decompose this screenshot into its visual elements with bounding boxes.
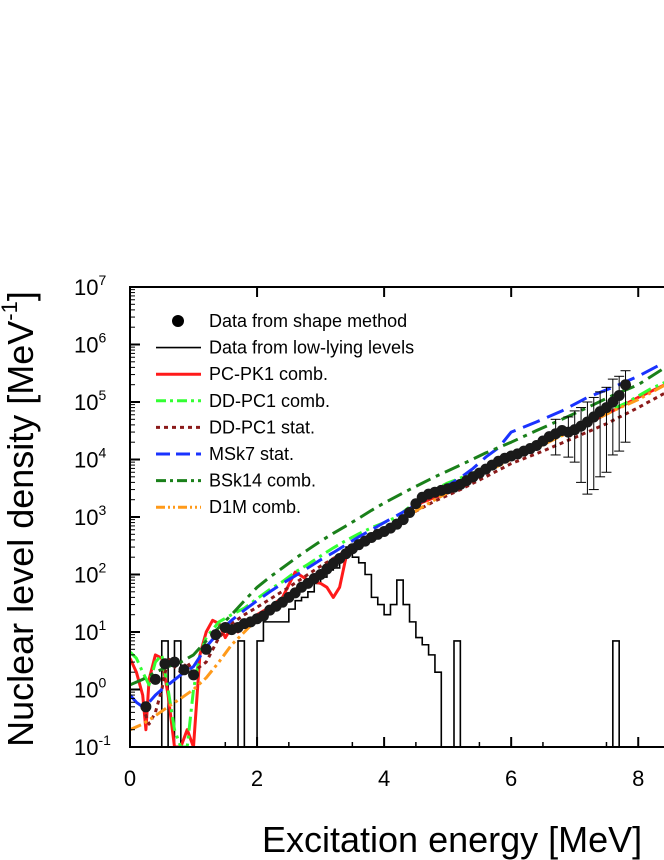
legend-label: D1M comb. [209, 497, 301, 517]
data-point [140, 701, 152, 713]
data-point [168, 656, 180, 668]
series-line-3 [130, 360, 664, 709]
y-axis-title-main: Nuclear level density [MeV [0, 321, 41, 747]
y-tick-label: 101 [74, 617, 106, 645]
data-point [397, 514, 409, 526]
y-axis-title-sup: -1 [0, 301, 22, 321]
legend-label: PC-PK1 comb. [209, 364, 328, 384]
data-point [178, 664, 190, 676]
data-point [210, 629, 222, 641]
y-tick-label: 102 [74, 560, 106, 588]
x-tick-label: 8 [632, 766, 644, 791]
y-tick-label: 107 [74, 272, 106, 300]
x-tick-label: 4 [378, 766, 390, 791]
y-tick-label: 105 [74, 387, 106, 415]
data-point [200, 643, 212, 655]
series-line-2 [141, 391, 664, 726]
data-point [404, 506, 416, 518]
legend-marker [172, 315, 184, 327]
data-point [149, 673, 161, 685]
x-tick-label: 2 [251, 766, 263, 791]
legend: Data from shape method Data from low-lyin… [156, 311, 414, 517]
series-line-1 [130, 381, 664, 747]
y-tick-label: 10-1 [74, 732, 111, 760]
x-axis-title: Excitation energy [MeV] [262, 819, 642, 860]
legend-label: Data from shape method [209, 311, 407, 331]
y-axis-title: Nuclear level density [MeV-1] [0, 291, 41, 747]
legend-label: Data from low-lying levels [209, 338, 414, 358]
data-point [613, 389, 625, 401]
legend-label: DD-PC1 stat. [209, 417, 315, 437]
y-tick-label: 106 [74, 330, 106, 358]
legend-label: MSk7 stat. [209, 444, 294, 464]
axes: 0 2 4 6 8 10-1 100 101 102 103 104 105 106 107 [74, 272, 664, 791]
y-tick-label: 100 [74, 675, 106, 703]
legend-label: BSk14 comb. [209, 471, 316, 491]
y-tick-label: 104 [74, 445, 106, 473]
y-axis-title-close: ] [0, 291, 41, 301]
data-point [159, 658, 171, 670]
y-tick-label: 103 [74, 502, 106, 530]
histogram-low-lying-levels [130, 546, 639, 747]
data-point [188, 669, 200, 681]
data-point [620, 379, 632, 391]
legend-label: DD-PC1 comb. [209, 391, 330, 411]
plot-area [130, 360, 664, 747]
x-tick-label: 0 [124, 766, 136, 791]
series-line-4 [130, 366, 664, 687]
x-tick-label: 6 [505, 766, 517, 791]
